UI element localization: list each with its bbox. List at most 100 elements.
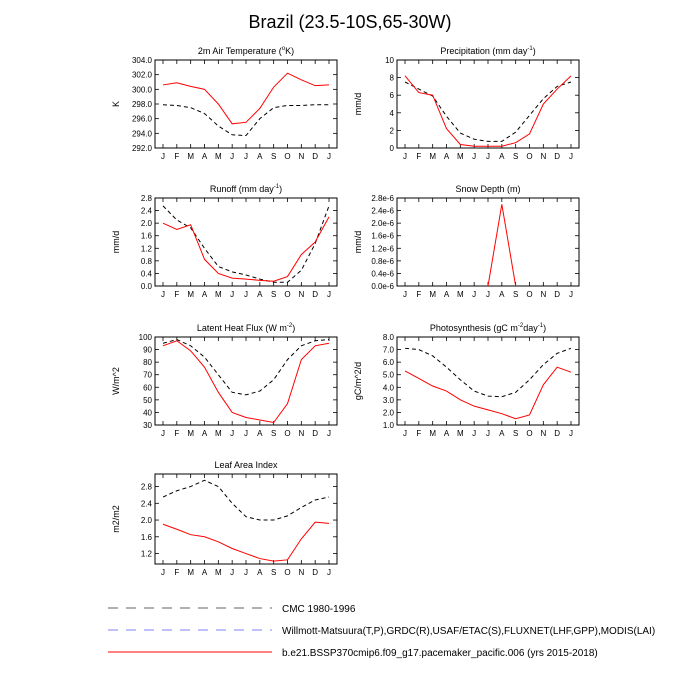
x-tick-label: D [554, 429, 560, 438]
x-tick-label: O [526, 152, 532, 161]
y-axis-label: mm/d [353, 231, 363, 254]
y-tick-label: 30 [143, 421, 152, 430]
x-tick-label: J [244, 429, 248, 438]
x-tick-label: S [513, 290, 518, 299]
x-tick-label: J [403, 429, 407, 438]
x-tick-label: J [244, 152, 248, 161]
plot-frame [396, 59, 580, 149]
y-axis-label: K [111, 101, 121, 107]
x-tick-label: J [486, 429, 490, 438]
x-tick-label: O [526, 290, 532, 299]
x-tick-label: J [161, 152, 165, 161]
plot-frame [154, 336, 338, 426]
x-tick-label: J [230, 429, 234, 438]
y-tick-label: 1.2 [141, 550, 153, 559]
x-tick-label: D [312, 429, 318, 438]
x-tick-label: M [429, 429, 436, 438]
series-line-model [404, 75, 572, 147]
y-tick-label: 60 [143, 383, 152, 392]
x-tick-label: N [540, 429, 546, 438]
x-tick-label: F [174, 290, 179, 299]
y-tick-label: 292.0 [132, 144, 153, 153]
legend-label-obs: Willmott-Matsuura(T,P),GRDC(R),USAF/ETAC… [282, 626, 655, 637]
plot-frame [154, 197, 338, 287]
x-tick-label: S [271, 429, 276, 438]
y-tick-label: 10 [385, 56, 394, 65]
x-tick-label: A [444, 429, 450, 438]
x-tick-label: F [174, 568, 179, 577]
x-tick-label: J [161, 429, 165, 438]
x-tick-label: J [327, 429, 331, 438]
panel-snow: Snow Depth (m) mm/d 0.0e-6 0.4e-6 0.8e-6 1.2e… [353, 184, 580, 299]
series-line-obs [404, 347, 572, 398]
y-tick-label: 50 [143, 396, 152, 405]
x-tick-label: A [444, 152, 450, 161]
y-tick-label: 0.0 [141, 282, 153, 291]
y-tick-label: 80 [143, 358, 152, 367]
x-tick-label: S [271, 290, 276, 299]
x-tick-label: F [174, 152, 179, 161]
y-axis-label: mm/d [353, 93, 363, 116]
y-tick-label: 300.0 [132, 85, 153, 94]
y-tick-label: 2.8 [141, 194, 153, 203]
panel-lhf: Latent Heat Flux (W m-2) W/m^2 30 40 50 60 70 8… [111, 323, 338, 438]
x-tick-label: A [257, 290, 263, 299]
x-tick-label: M [457, 290, 464, 299]
series-line-obs [162, 104, 329, 137]
x-tick-label: J [472, 152, 476, 161]
x-tick-label: A [202, 429, 208, 438]
x-tick-label: O [526, 429, 532, 438]
x-tick-label: A [202, 568, 208, 577]
x-tick-label: J [403, 290, 407, 299]
x-tick-label: O [284, 290, 290, 299]
x-tick-label: J [161, 568, 165, 577]
x-tick-label: M [215, 429, 222, 438]
x-tick-label: J [161, 290, 165, 299]
x-tick-label: F [174, 429, 179, 438]
series-line-model [162, 521, 330, 562]
y-tick-label: 1.6 [141, 533, 153, 542]
x-tick-label: S [513, 429, 518, 438]
x-tick-label: A [499, 429, 505, 438]
y-tick-label: 8 [390, 74, 395, 83]
x-tick-label: J [327, 568, 331, 577]
x-tick-label: J [472, 429, 476, 438]
series-line-obs [162, 479, 330, 521]
y-tick-label: 2.8e-6 [371, 194, 394, 203]
y-tick-label: 3.0 [383, 396, 395, 405]
plot-frame [396, 197, 580, 287]
x-tick-label: S [513, 152, 518, 161]
plot-frame [154, 473, 338, 565]
series-line-model [162, 72, 330, 125]
y-tick-label: 302.0 [132, 71, 153, 80]
x-tick-label: J [244, 568, 248, 577]
x-tick-label: J [327, 290, 331, 299]
y-axis-label: m2/m2 [111, 505, 121, 533]
x-tick-label: J [569, 290, 573, 299]
y-tick-label: 2.4 [141, 207, 153, 216]
y-tick-label: 5.0 [383, 371, 395, 380]
figure-title: Brazil (23.5-10S,65-30W) [248, 12, 451, 32]
y-tick-label: 296.0 [132, 115, 153, 124]
y-axis-label: gC/m^2/d [353, 362, 363, 400]
legend-item-model: b.e21.BSSP370cmip6.f09_g17.pacemaker_pac… [108, 648, 598, 659]
series-line-model [162, 216, 330, 282]
x-tick-label: O [284, 152, 290, 161]
panel-title: Leaf Area Index [214, 460, 278, 470]
x-tick-label: D [312, 290, 318, 299]
x-tick-label: M [187, 429, 194, 438]
x-tick-label: M [215, 152, 222, 161]
panel-title: Precipitation (mm day-1) [440, 46, 535, 56]
x-tick-label: N [540, 152, 546, 161]
y-tick-label: 7.0 [383, 346, 395, 355]
x-tick-label: N [298, 152, 304, 161]
x-tick-label: J [403, 152, 407, 161]
x-tick-label: M [215, 568, 222, 577]
x-tick-label: J [472, 290, 476, 299]
panel-title: Runoff (mm day-1) [210, 184, 282, 194]
y-tick-label: 0.8 [141, 257, 153, 266]
y-tick-label: 6.0 [383, 358, 395, 367]
series-line-model [162, 340, 330, 424]
y-tick-label: 2 [390, 126, 395, 135]
x-tick-label: M [187, 152, 194, 161]
